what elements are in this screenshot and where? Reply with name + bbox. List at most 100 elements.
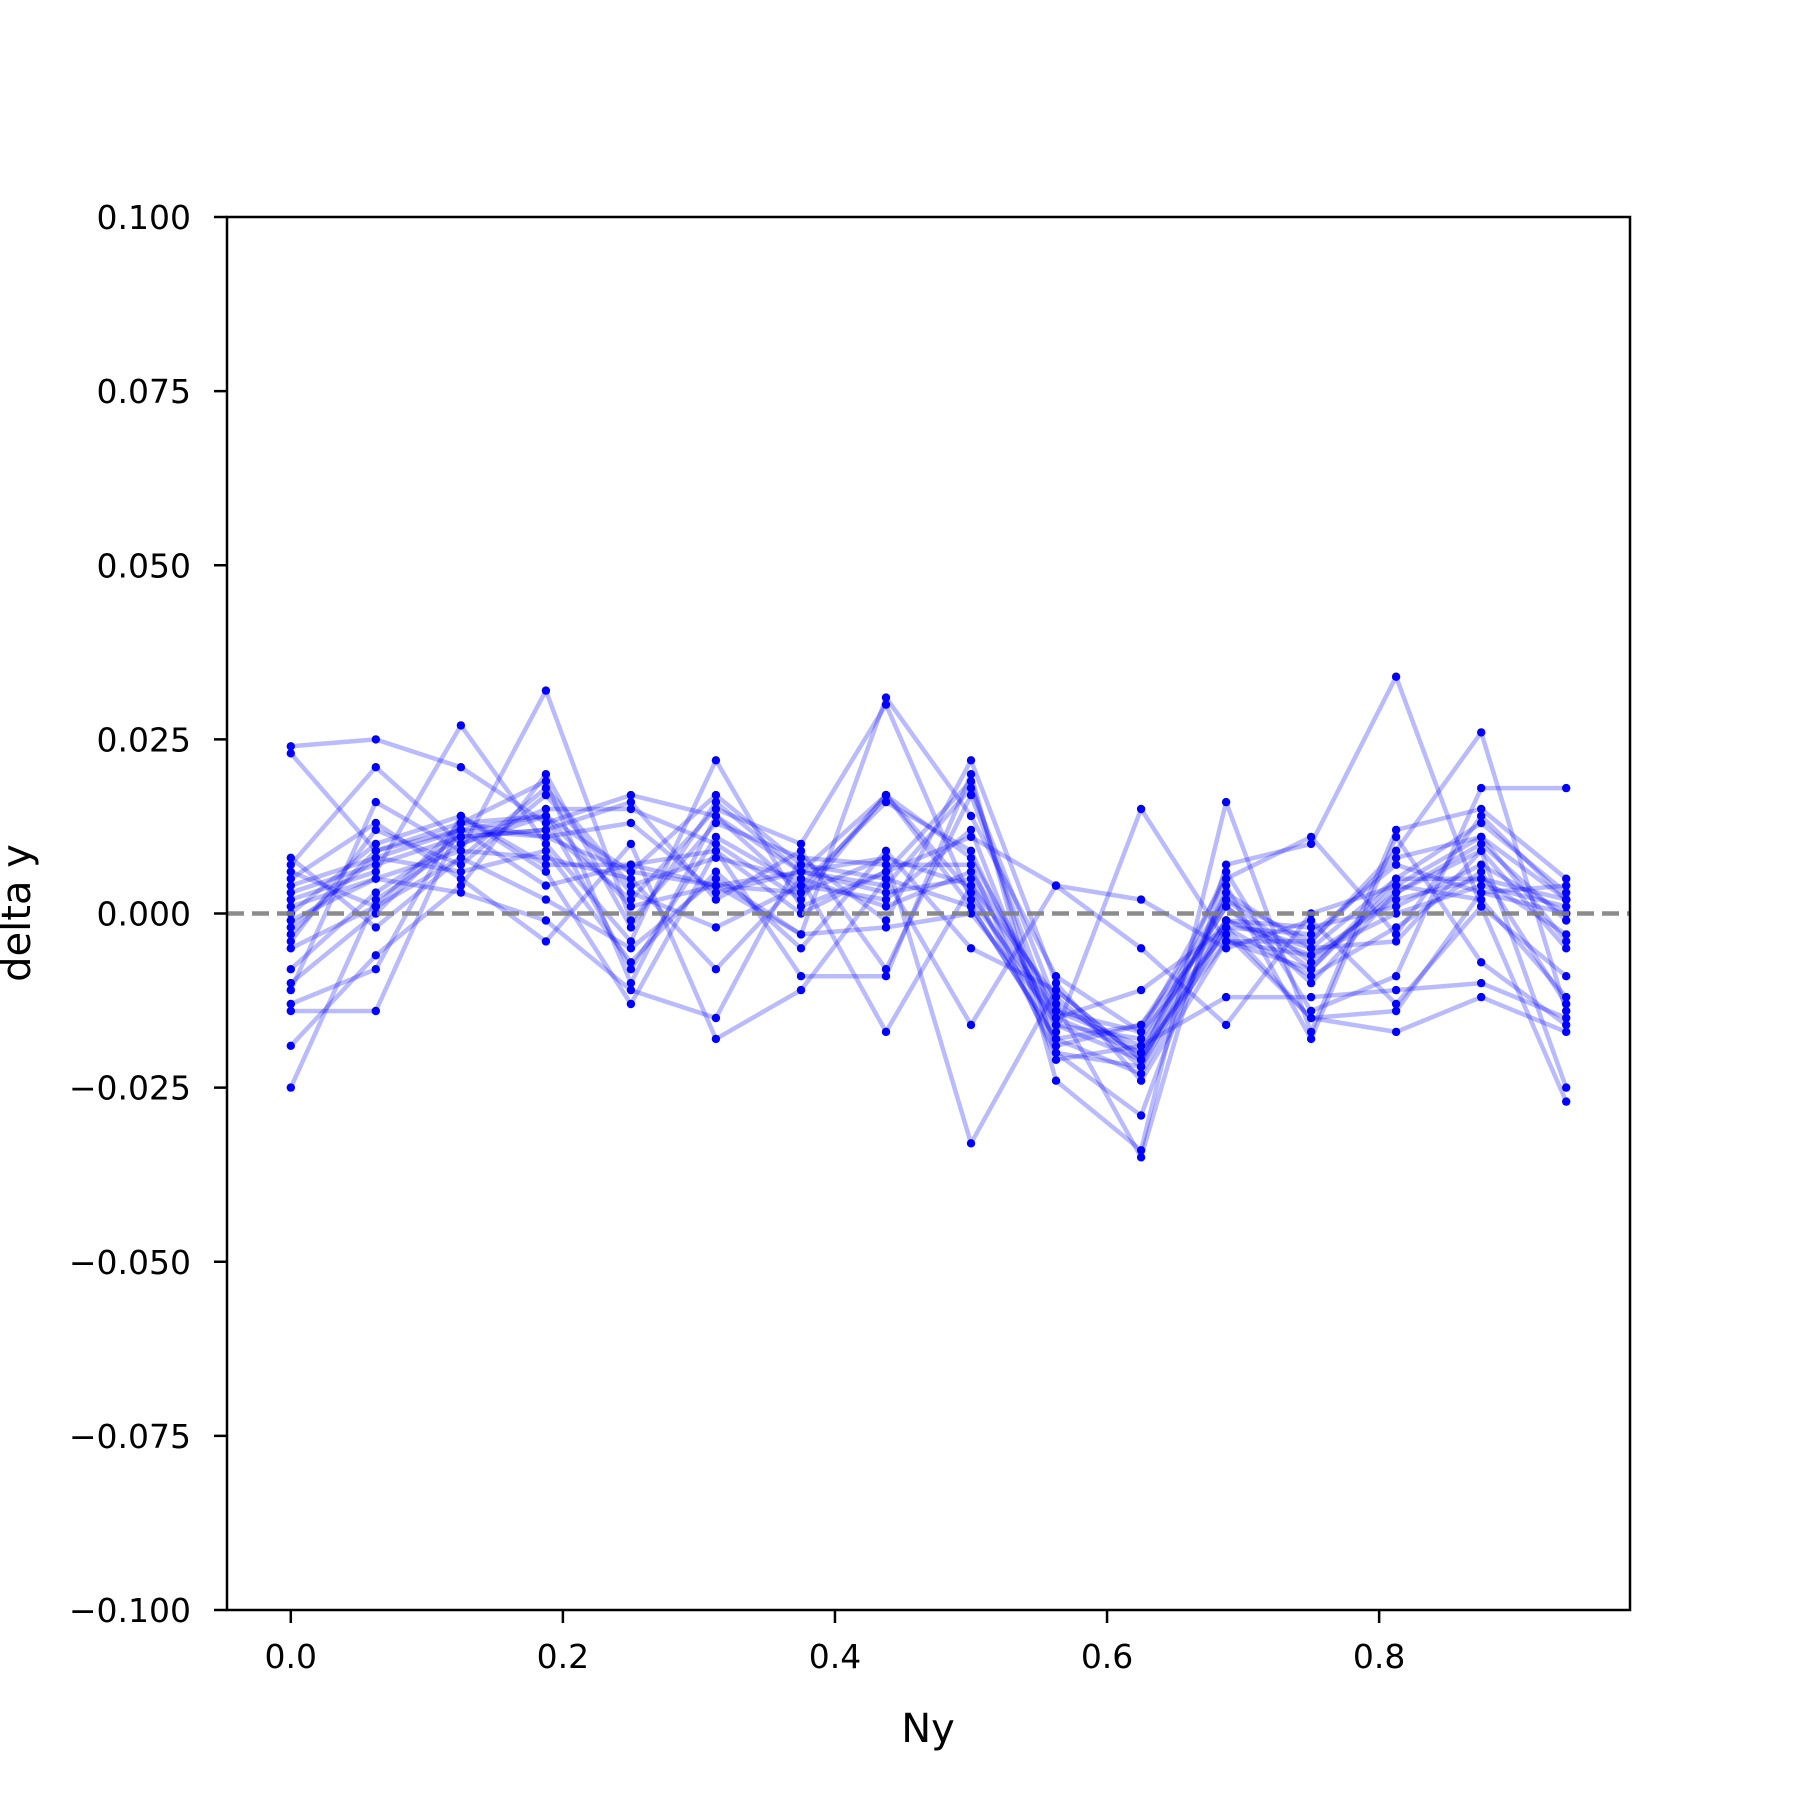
data-point: [286, 985, 295, 995]
data-point: [626, 818, 636, 828]
data-point: [371, 846, 380, 855]
series-line: [290, 674, 1569, 1160]
data-point: [371, 888, 380, 897]
data-point: [881, 874, 891, 883]
series-line: [289, 695, 1568, 1035]
data-point: [456, 825, 466, 835]
data-point: [1391, 923, 1401, 932]
data-point: [881, 853, 891, 862]
y-tick-label: −0.075: [69, 1417, 191, 1456]
data-point: [541, 825, 551, 835]
data-point: [1306, 832, 1316, 842]
data-point: [966, 944, 976, 953]
data-point: [796, 874, 806, 883]
data-point: [456, 860, 466, 869]
data-point: [966, 832, 976, 842]
data-point: [286, 874, 295, 883]
data-point: [286, 749, 295, 758]
data-point: [966, 895, 976, 904]
x-tick-label: 0.2: [537, 1637, 589, 1676]
data-point: [1391, 881, 1401, 890]
data-point: [456, 846, 466, 855]
data-point: [286, 923, 295, 932]
y-tick-label: −0.025: [69, 1069, 191, 1108]
data-point: [456, 853, 466, 862]
y-tick-label: 0.100: [97, 198, 191, 237]
data-point: [1477, 832, 1486, 842]
data-point: [966, 867, 976, 876]
series-line: [289, 855, 1567, 1021]
data-point: [286, 930, 295, 939]
data-point: [796, 853, 806, 862]
data-point: [371, 735, 380, 744]
data-point: [286, 860, 295, 869]
data-point: [1562, 895, 1571, 904]
data-point: [881, 700, 891, 709]
data-point: [456, 832, 466, 842]
data-point: [1562, 888, 1571, 897]
data-point: [541, 686, 551, 695]
data-point: [796, 895, 806, 904]
data-point: [1221, 874, 1231, 883]
data-point: [626, 985, 636, 995]
data-point: [711, 1034, 721, 1044]
data-point: [626, 895, 636, 904]
y-axis: 0.100 0.075 0.050 0.025 0.000 −0.025 −0.050 −0.…: [69, 198, 227, 1630]
data-point: [1391, 888, 1401, 897]
data-point: [1562, 992, 1571, 1002]
data-point: [286, 1041, 295, 1051]
data-point: [881, 916, 891, 925]
data-point: [1306, 992, 1316, 1002]
data-point: [966, 825, 976, 835]
data-point: [456, 888, 466, 897]
series-line: [289, 792, 1567, 1076]
data-point: [1221, 860, 1231, 869]
data-point: [371, 867, 380, 876]
series-line: [289, 688, 1569, 1083]
data-point: [1562, 1027, 1571, 1037]
data-point: [1051, 978, 1061, 988]
data-point: [626, 790, 636, 800]
data-point: [541, 790, 551, 800]
data-point: [1306, 1013, 1316, 1023]
y-tick-label: 0.075: [97, 372, 191, 411]
data-point: [881, 693, 891, 702]
data-point: [1562, 1020, 1571, 1030]
data-point: [1051, 1034, 1061, 1044]
data-point: [456, 811, 466, 821]
data-point: [371, 1006, 380, 1016]
data-point: [1391, 832, 1401, 842]
data-point: [711, 853, 721, 862]
data-point: [456, 839, 466, 849]
data-point: [371, 874, 380, 883]
series-line: [289, 785, 1568, 1056]
data-point: [1477, 846, 1486, 855]
data-point: [626, 958, 636, 967]
data-point: [1562, 902, 1571, 911]
data-point: [1051, 1055, 1061, 1065]
series-line: [290, 855, 1568, 1063]
data-point: [456, 881, 466, 890]
data-point: [626, 860, 636, 869]
data-point: [796, 972, 806, 981]
data-point: [1221, 867, 1231, 876]
data-point: [1136, 1111, 1146, 1120]
data-point: [881, 1027, 891, 1037]
data-point: [1136, 1076, 1146, 1085]
data-point: [286, 916, 295, 925]
data-point: [1562, 1006, 1571, 1016]
data-point: [1221, 992, 1231, 1002]
data-point: [1136, 985, 1146, 995]
data-point: [456, 763, 466, 772]
data-point: [626, 944, 636, 953]
data-point: [1221, 895, 1231, 904]
data-point: [1221, 944, 1231, 953]
series-line: [289, 792, 1568, 1042]
data-point: [1306, 965, 1316, 974]
data-point: [1391, 853, 1401, 862]
data-point: [1306, 944, 1316, 953]
data-point: [966, 860, 976, 869]
data-point: [1477, 874, 1486, 883]
data-point: [1221, 881, 1231, 890]
data-point: [1391, 1027, 1401, 1037]
